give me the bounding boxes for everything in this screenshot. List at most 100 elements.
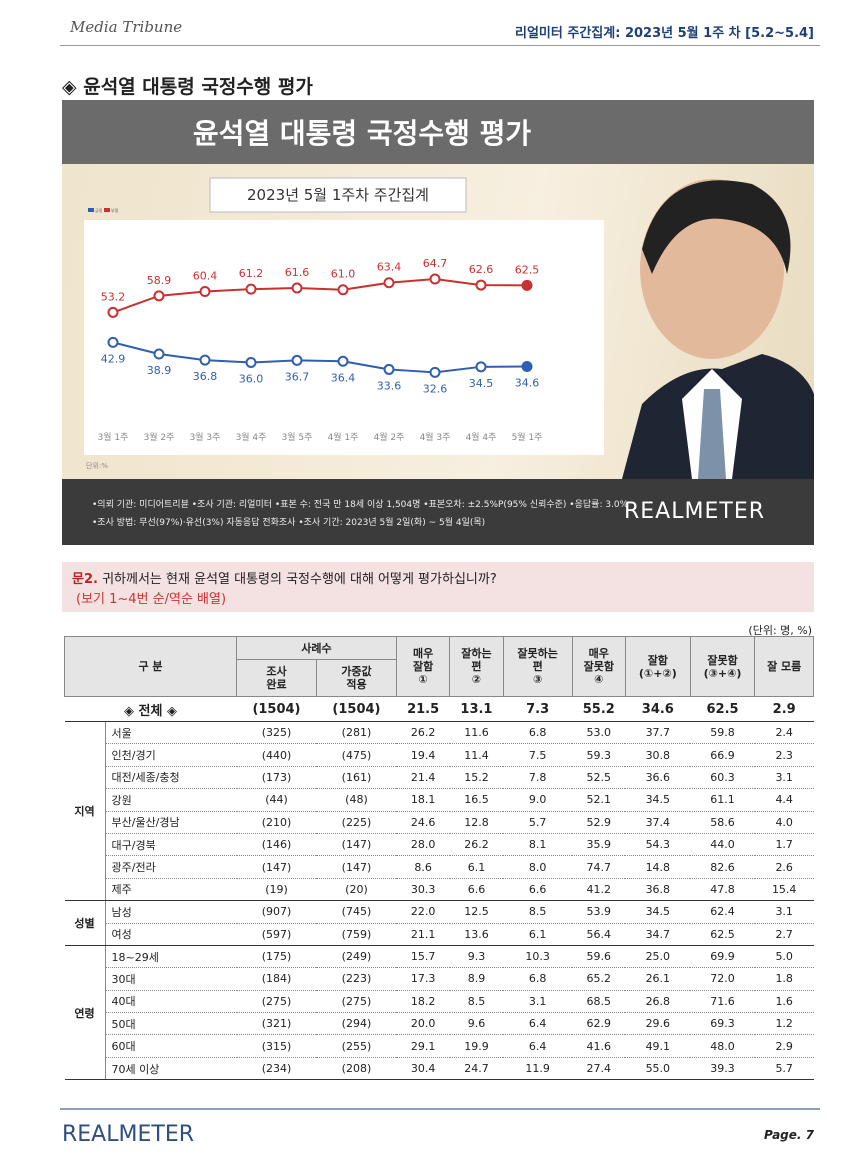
cell: 2.9 xyxy=(754,1034,814,1058)
data-row: 인천/경기 (440) (475) 19.4 11.4 7.5 59.3 30.8 66.9 2.… xyxy=(65,743,814,767)
cell: 6.4 xyxy=(503,1012,573,1036)
row-label: 남성 xyxy=(105,900,237,924)
cell: 12.8 xyxy=(449,811,504,834)
header-cell: 매우 잘못함 ④ xyxy=(571,636,626,697)
cell: (315) xyxy=(236,1034,317,1058)
header-cell: 잘하는 편 ② xyxy=(449,636,504,697)
cell: 30.4 xyxy=(396,1057,450,1081)
cell: 44.0 xyxy=(690,833,755,857)
cell: 62.9 xyxy=(572,1012,626,1036)
cell: 1.2 xyxy=(754,1012,814,1036)
cell: 6.8 xyxy=(503,721,573,745)
data-row: 연령 18~29세 (175) (249) 15.7 9.3 10.3 59.6 25.0 69.… xyxy=(64,945,814,1081)
cell: 11.4 xyxy=(449,743,504,767)
header-cell: 잘못하는 편 ③ xyxy=(502,636,573,697)
section-title: ◈ 윤석열 대통령 국정수행 평가 xyxy=(62,76,313,98)
cell: 22.0 xyxy=(396,900,450,924)
data-row: 여성 (597) (759) 21.1 13.6 6.1 56.4 34.7 62.5 2.7 xyxy=(65,923,814,946)
cell: (1504) xyxy=(236,696,317,722)
cell: 3.1 xyxy=(503,990,573,1014)
cell: 26.8 xyxy=(625,990,691,1014)
cell: 24.6 xyxy=(396,811,450,834)
legend-label: 긍정 xyxy=(95,207,103,213)
data-label: 60.4 xyxy=(193,269,218,282)
cell: 28.0 xyxy=(396,833,450,857)
cell: 34.5 xyxy=(625,900,691,924)
series-line xyxy=(112,341,528,374)
cell: (173) xyxy=(236,766,317,790)
cell: 60.3 xyxy=(690,766,755,790)
cell: 62.5 xyxy=(690,923,755,946)
cell: (234) xyxy=(236,1057,317,1081)
cell: 36.6 xyxy=(625,766,691,790)
header-row: 구 분 사례수 매우 잘함 ① 잘하는 편 ② 잘못하는 편 ③ 매우 잘못함 ④ 잘함 (… xyxy=(64,636,814,697)
row-label: 70세 이상 xyxy=(105,1057,237,1081)
cell: 1.7 xyxy=(754,833,814,857)
cell: 18.1 xyxy=(396,788,450,812)
cell: 62.4 xyxy=(690,900,755,924)
cell: (19) xyxy=(236,878,317,902)
row-label: 대전/세종/충청 xyxy=(105,766,237,790)
cell: 52.9 xyxy=(572,811,626,834)
row-label: 여성 xyxy=(105,923,237,946)
cell: (225) xyxy=(316,811,397,834)
cell: 27.4 xyxy=(572,1057,626,1081)
cell: 21.4 xyxy=(396,766,450,790)
point xyxy=(429,273,441,285)
cell: 15.2 xyxy=(449,766,504,790)
data-label: 58.9 xyxy=(147,274,172,287)
point xyxy=(521,361,533,373)
cell: (440) xyxy=(236,743,317,767)
cell: 69.3 xyxy=(690,1012,755,1036)
x-tick-label: 4월 3주 xyxy=(420,431,451,443)
footnote-bar: •의뢰 기관: 미디어트리뷴 •조사 기관: 리얼미터 •표본 수: 전국 만 … xyxy=(62,479,814,545)
cell: 34.6 xyxy=(625,696,691,722)
total-row: ◈ 전체 ◈ (1504) (1504) 21.5 13.1 7.3 55.2 34.6 62.… xyxy=(64,696,814,722)
cell: 13.1 xyxy=(449,696,504,722)
x-tick-label: 3월 1주 xyxy=(98,431,129,443)
data-row: 40대 (275) (275) 18.2 8.5 3.1 68.5 26.8 71.6 1.6 xyxy=(65,990,814,1014)
chart-subtitle: 2023년 5월 1주차 주간집계 xyxy=(247,186,429,204)
x-tick-label: 4월 2주 xyxy=(374,431,405,443)
cell: 41.6 xyxy=(572,1034,626,1058)
cell: 5.7 xyxy=(754,1057,814,1081)
cell: (161) xyxy=(316,766,397,790)
cell: 48.0 xyxy=(690,1034,755,1058)
cell: (281) xyxy=(316,721,397,745)
plot-area xyxy=(84,220,604,455)
brand: REALMETER xyxy=(624,499,765,524)
cell: 11.6 xyxy=(449,721,504,745)
cell: 2.3 xyxy=(754,743,814,767)
x-tick-label: 4월 1주 xyxy=(328,431,359,443)
data-label: 32.6 xyxy=(423,382,448,395)
data-label: 36.0 xyxy=(239,372,264,385)
legend-label: 부정 xyxy=(111,207,119,213)
cell: 2.7 xyxy=(754,923,814,946)
cell: 37.4 xyxy=(625,811,691,834)
cell: 15.7 xyxy=(396,945,450,969)
footer-brand: REALMETER xyxy=(62,1122,194,1147)
cell: (208) xyxy=(316,1057,397,1081)
point xyxy=(383,277,395,289)
cell: 30.8 xyxy=(625,743,691,767)
x-tick-label: 3월 3주 xyxy=(190,431,221,443)
legend-swatch xyxy=(88,208,94,212)
cell: 16.5 xyxy=(449,788,504,812)
cell: 41.2 xyxy=(572,878,626,902)
header-cell: 잘 모름 xyxy=(754,636,814,697)
question-text: 귀하께서는 현재 윤석열 대통령의 국정수행에 대해 어떻게 평가하십니까? xyxy=(102,572,497,587)
cell: 61.1 xyxy=(690,788,755,812)
point xyxy=(245,356,257,368)
point xyxy=(383,363,395,375)
group-label: 연령 xyxy=(64,945,106,1081)
cell: 54.3 xyxy=(625,833,691,857)
cell: 19.4 xyxy=(396,743,450,767)
cell: (184) xyxy=(236,967,317,991)
point xyxy=(107,306,119,318)
row-label: 제주 xyxy=(105,878,237,902)
cell: 58.6 xyxy=(690,811,755,834)
cell: 52.5 xyxy=(572,766,626,790)
data-label: 34.5 xyxy=(469,377,494,390)
infographic: 2023년 5월 1주차 주간집계 3월 1주 3월 2주 3월 3주 3월 4주 3월… xyxy=(62,164,814,479)
